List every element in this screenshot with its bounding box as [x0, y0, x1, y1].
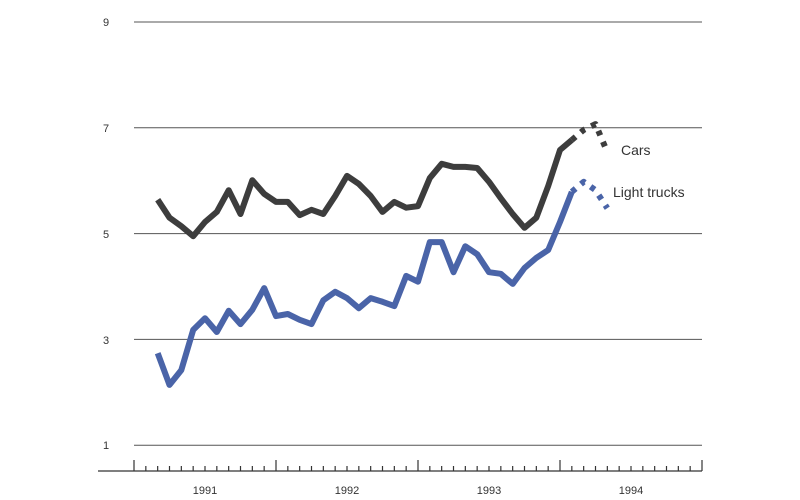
light-trucks-projected-line — [569, 178, 610, 210]
data-series — [154, 121, 611, 388]
x-tick-label-1991: 1991 — [193, 485, 217, 497]
y-axis: 9 7 5 3 1 — [103, 17, 109, 452]
y-tick-label-9: 9 — [103, 17, 109, 29]
x-axis: 1991 1992 1993 1994 — [98, 460, 703, 497]
y-tick-label-3: 3 — [103, 335, 109, 347]
light-trucks-series-label: Light trucks — [613, 184, 685, 200]
x-tick-label-1994: 1994 — [619, 485, 643, 497]
y-tick-label-1: 1 — [103, 440, 109, 452]
x-tick-label-1992: 1992 — [335, 485, 359, 497]
x-axis-ticks — [133, 460, 703, 471]
gridlines — [134, 21, 702, 446]
cars-series-label: Cars — [621, 142, 651, 158]
y-tick-label-5: 5 — [103, 229, 109, 241]
cars-line — [155, 137, 574, 240]
x-tick-label-1993: 1993 — [477, 485, 501, 497]
light-trucks-line — [154, 190, 575, 388]
y-tick-label-7: 7 — [103, 123, 109, 135]
